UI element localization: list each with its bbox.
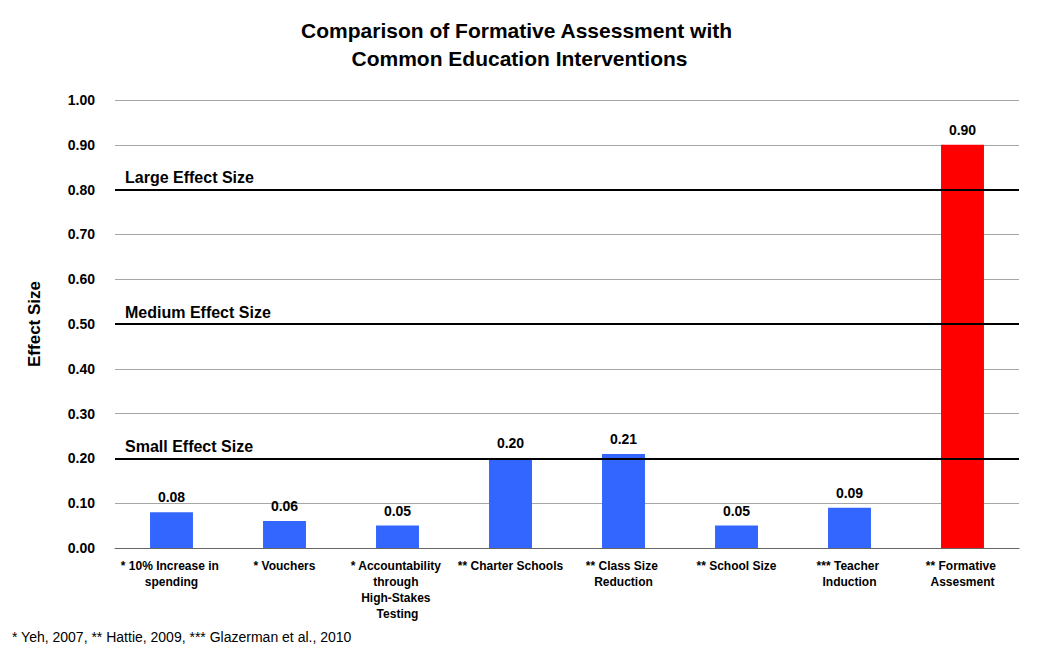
- svg-text:Induction: Induction: [823, 575, 877, 589]
- svg-text:0.40: 0.40: [68, 361, 95, 377]
- svg-text:High-Stakes: High-Stakes: [361, 591, 434, 605]
- svg-text:0.05: 0.05: [723, 503, 750, 519]
- svg-text:Testing: Testing: [377, 607, 419, 621]
- svg-text:Effect Size: Effect Size: [25, 281, 44, 367]
- svg-text:** Formative: ** Formative: [926, 559, 999, 573]
- svg-text:0.50: 0.50: [68, 316, 95, 332]
- svg-text:** Charter Schools: ** Charter Schools: [458, 559, 564, 573]
- svg-text:0.21: 0.21: [610, 431, 637, 447]
- svg-text:0.00: 0.00: [68, 540, 95, 556]
- svg-text:0.05: 0.05: [384, 503, 411, 519]
- svg-text:* Yeh, 2007, ** Hattie, 2009,: * Yeh, 2007, ** Hattie, 2009, *** Glazer…: [12, 629, 352, 645]
- svg-text:Assesment: Assesment: [930, 575, 994, 589]
- svg-text:0.70: 0.70: [68, 226, 95, 242]
- svg-text:0.20: 0.20: [68, 450, 95, 466]
- svg-text:1.00: 1.00: [68, 92, 95, 108]
- svg-text:spending: spending: [145, 575, 198, 589]
- svg-text:0.90: 0.90: [949, 122, 976, 138]
- svg-text:Medium Effect Size: Medium Effect Size: [125, 304, 271, 321]
- svg-text:0.90: 0.90: [68, 137, 95, 153]
- svg-text:Common Education Interventions: Common Education Interventions: [351, 47, 687, 70]
- svg-text:* Accountability: * Accountability: [351, 559, 445, 573]
- svg-text:0.80: 0.80: [68, 182, 95, 198]
- svg-text:** Class Size: ** Class Size: [586, 559, 661, 573]
- svg-text:0.06: 0.06: [271, 498, 298, 514]
- svg-text:Large Effect Size: Large Effect Size: [125, 169, 254, 186]
- svg-text:through: through: [373, 575, 422, 589]
- svg-text:0.08: 0.08: [158, 489, 185, 505]
- svg-text:Reduction: Reduction: [594, 575, 653, 589]
- svg-text:Small Effect Size: Small Effect Size: [125, 438, 253, 455]
- svg-text:Comparison of Formative Assess: Comparison of Formative Assessment with: [301, 19, 738, 42]
- svg-text:0.30: 0.30: [68, 406, 95, 422]
- svg-text:0.60: 0.60: [68, 271, 95, 287]
- svg-text:* 10% Increase in: * 10% Increase in: [121, 559, 222, 573]
- svg-text:*** Teacher: *** Teacher: [817, 559, 883, 573]
- svg-text:0.10: 0.10: [68, 495, 95, 511]
- svg-text:0.09: 0.09: [836, 485, 863, 501]
- svg-text:0.20: 0.20: [497, 435, 524, 451]
- svg-text:** School Size: ** School Size: [696, 559, 776, 573]
- svg-text:* Vouchers: * Vouchers: [254, 559, 316, 573]
